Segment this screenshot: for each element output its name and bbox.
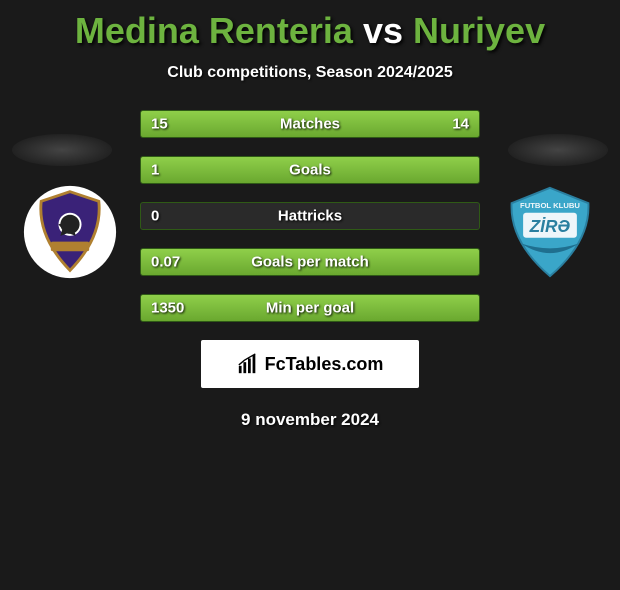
player1-shadow xyxy=(12,134,112,166)
stat-row: 15 14 Matches xyxy=(140,110,480,138)
stat-row: 1 Goals xyxy=(140,156,480,184)
stat-row: 0 Hattricks xyxy=(140,202,480,230)
stat-row: 0.07 Goals per match xyxy=(140,248,480,276)
comparison-title: Medina Renteria vs Nuriyev xyxy=(0,10,620,52)
stat-value-left: 0 xyxy=(151,208,159,225)
stat-value-left: 1350 xyxy=(151,300,184,317)
svg-text:ZİRƏ: ZİRƏ xyxy=(529,216,571,236)
player2-name: Nuriyev xyxy=(413,10,545,51)
svg-text:FUTBOL KLUBU: FUTBOL KLUBU xyxy=(520,201,580,210)
brand-text: FcTables.com xyxy=(265,354,384,375)
team-badge-right: FUTBOL KLUBU ZİRƏ xyxy=(502,184,598,280)
team-badge-left xyxy=(22,184,118,280)
stat-value-left: 1 xyxy=(151,162,159,179)
stat-value-left: 15 xyxy=(151,116,168,133)
subtitle: Club competitions, Season 2024/2025 xyxy=(0,64,620,82)
stat-label: Hattricks xyxy=(278,208,342,225)
vs-separator: vs xyxy=(363,10,403,51)
stat-row: 1350 Min per goal xyxy=(140,294,480,322)
stat-value-left: 0.07 xyxy=(151,254,180,271)
chart-icon xyxy=(237,353,259,375)
brand-badge: FcTables.com xyxy=(201,340,419,388)
stat-label: Goals xyxy=(289,162,331,179)
player1-name: Medina Renteria xyxy=(75,10,353,51)
player2-shadow xyxy=(508,134,608,166)
stat-label: Goals per match xyxy=(251,254,369,271)
stat-value-right: 14 xyxy=(452,116,469,133)
date-stamp: 9 november 2024 xyxy=(0,410,620,430)
stat-label: Matches xyxy=(280,116,340,133)
stat-label: Min per goal xyxy=(266,300,354,317)
stats-bars: 15 14 Matches 1 Goals 0 Hattricks 0.07 Goals per… xyxy=(140,110,480,322)
